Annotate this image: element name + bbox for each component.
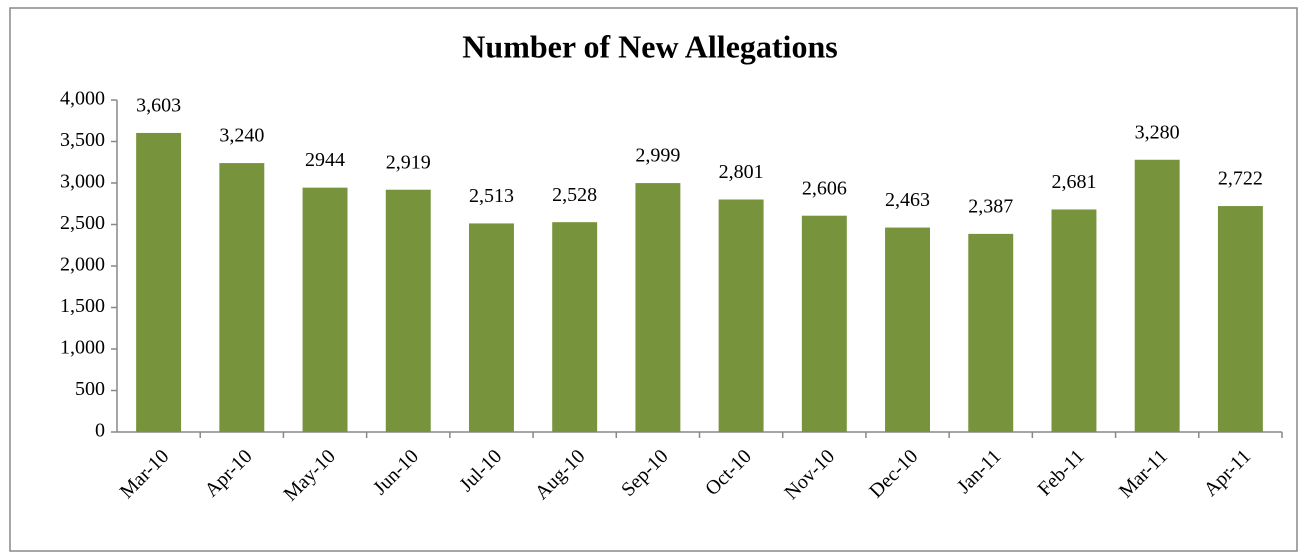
y-tick-label: 0 bbox=[95, 420, 105, 442]
y-tick-label: 2,500 bbox=[60, 212, 105, 234]
bar bbox=[885, 227, 931, 432]
data-label: 3,280 bbox=[1135, 121, 1180, 143]
bar bbox=[136, 132, 182, 433]
y-tick-label: 3,000 bbox=[60, 171, 105, 193]
bar bbox=[968, 233, 1014, 432]
y-tick-label: 4,000 bbox=[60, 88, 105, 110]
y-tick-label: 2,000 bbox=[60, 254, 105, 276]
data-label: 2,606 bbox=[802, 177, 847, 199]
bar bbox=[552, 222, 598, 432]
chart-title: Number of New Allegations bbox=[462, 28, 837, 64]
bar bbox=[1051, 209, 1097, 432]
y-tick-label: 1,500 bbox=[60, 295, 105, 317]
data-label: 2,387 bbox=[968, 195, 1013, 217]
bar bbox=[801, 215, 847, 432]
data-label: 3,240 bbox=[219, 125, 264, 147]
y-tick-label: 1,000 bbox=[60, 337, 105, 359]
bar bbox=[468, 223, 514, 432]
bar bbox=[1134, 159, 1180, 432]
y-tick-label: 500 bbox=[75, 378, 105, 400]
data-label: 2944 bbox=[305, 149, 345, 171]
data-label: 2,463 bbox=[885, 189, 930, 211]
data-label: 2,722 bbox=[1218, 168, 1263, 190]
bar bbox=[219, 163, 265, 432]
data-label: 2,919 bbox=[386, 151, 431, 173]
bar bbox=[1217, 206, 1263, 432]
data-label: 2,681 bbox=[1051, 171, 1096, 193]
bar bbox=[635, 183, 681, 432]
data-label: 3,603 bbox=[136, 95, 181, 117]
data-label: 2,513 bbox=[469, 185, 514, 207]
bar bbox=[718, 199, 764, 432]
bar bbox=[385, 189, 431, 432]
data-label: 2,801 bbox=[719, 161, 764, 183]
bar bbox=[302, 187, 348, 432]
data-label: 2,528 bbox=[552, 184, 597, 206]
y-tick-label: 3,500 bbox=[60, 129, 105, 151]
data-label: 2,999 bbox=[635, 145, 680, 167]
